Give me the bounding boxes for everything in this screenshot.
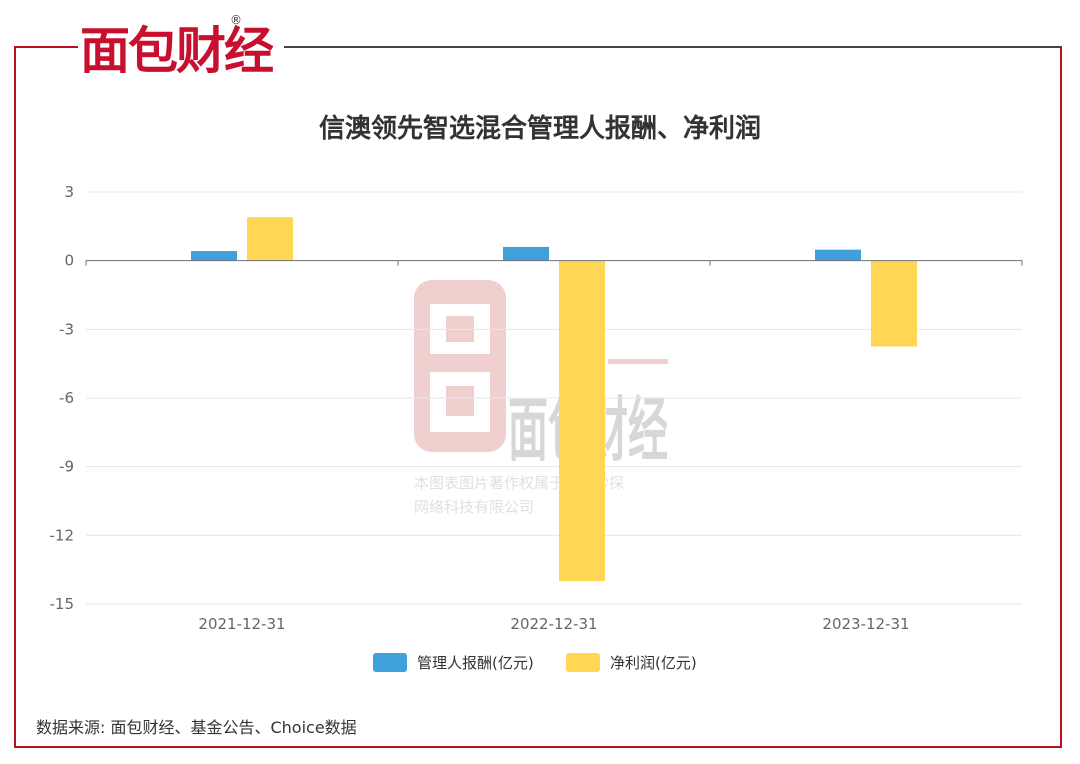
y-tick-label: -6 bbox=[59, 389, 74, 407]
brand-logo-text: 面包财经 bbox=[80, 22, 274, 78]
frame-top-line bbox=[284, 46, 1062, 48]
bar-manager-fee-2022-12-31 bbox=[503, 246, 549, 261]
chart-frame bbox=[14, 46, 1062, 748]
y-tick-label: -3 bbox=[59, 320, 74, 338]
y-tick-label: -9 bbox=[59, 458, 74, 476]
data-source-note: 数据来源: 面包财经、基金公告、Choice数据 bbox=[36, 718, 357, 737]
frame-top-accent bbox=[14, 46, 78, 48]
brand-registered-mark: ® bbox=[230, 13, 242, 27]
bar-net-profit-2023-12-31 bbox=[871, 260, 917, 347]
y-tick-label: -15 bbox=[50, 595, 75, 613]
legend-label: 净利润(亿元) bbox=[610, 654, 697, 672]
legend-label: 管理人报酬(亿元) bbox=[417, 654, 534, 672]
brand-logo: 面包财经 ® bbox=[80, 13, 276, 78]
chart-title: 信澳领先智选混合管理人报酬、净利润 bbox=[318, 114, 761, 144]
bar-manager-fee-2023-12-31 bbox=[815, 249, 861, 261]
y-tick-label: 0 bbox=[64, 252, 74, 270]
y-tick-label: -12 bbox=[50, 526, 75, 544]
watermark-line-2: 网络科技有限公司 bbox=[414, 498, 534, 516]
bar-net-profit-2021-12-31 bbox=[247, 217, 293, 261]
x-tick-label: 2022-12-31 bbox=[510, 615, 597, 633]
bar-net-profit-2022-12-31 bbox=[559, 260, 605, 582]
x-tick-label: 2021-12-31 bbox=[198, 615, 285, 633]
y-tick-label: 3 bbox=[64, 183, 74, 201]
bar-manager-fee-2021-12-31 bbox=[191, 251, 237, 261]
legend-swatch bbox=[566, 653, 600, 672]
x-tick-label: 2023-12-31 bbox=[822, 615, 909, 633]
legend-swatch bbox=[373, 653, 407, 672]
